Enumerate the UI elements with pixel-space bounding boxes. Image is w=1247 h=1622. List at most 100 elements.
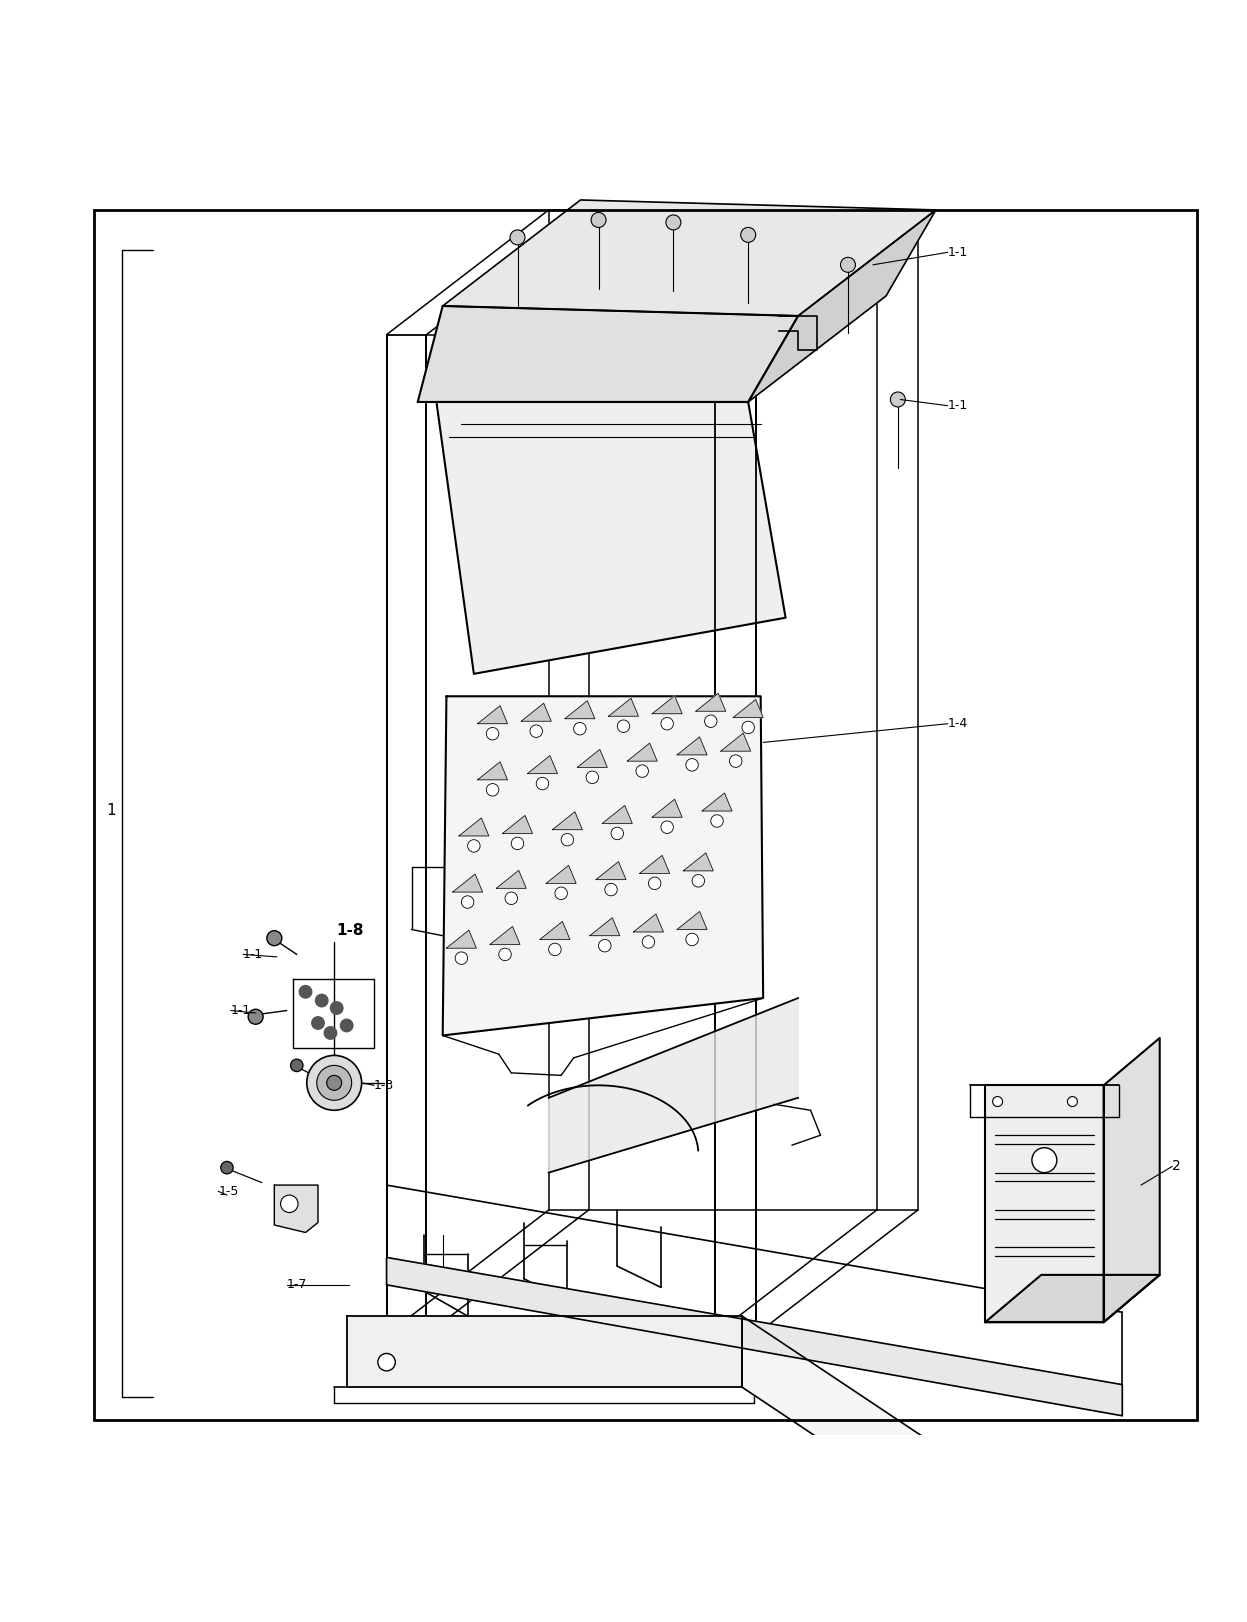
Polygon shape xyxy=(453,874,483,892)
Circle shape xyxy=(729,754,742,767)
Polygon shape xyxy=(633,915,663,933)
Polygon shape xyxy=(748,209,935,402)
Polygon shape xyxy=(696,693,726,710)
Circle shape xyxy=(840,258,855,272)
Circle shape xyxy=(530,725,542,738)
Text: 1-1: 1-1 xyxy=(243,947,263,960)
Polygon shape xyxy=(552,811,582,830)
Polygon shape xyxy=(496,871,526,889)
Circle shape xyxy=(555,887,567,900)
Circle shape xyxy=(505,892,518,905)
Circle shape xyxy=(267,931,282,946)
Polygon shape xyxy=(609,699,638,717)
Polygon shape xyxy=(549,998,798,1173)
Circle shape xyxy=(661,821,673,834)
Polygon shape xyxy=(985,1085,1104,1322)
Circle shape xyxy=(340,1019,353,1032)
Circle shape xyxy=(468,840,480,852)
Polygon shape xyxy=(652,800,682,817)
Text: 1-1: 1-1 xyxy=(948,399,968,412)
Circle shape xyxy=(1067,1096,1077,1106)
Circle shape xyxy=(455,952,468,965)
Bar xyxy=(94,209,1197,1419)
Circle shape xyxy=(291,1059,303,1072)
Circle shape xyxy=(591,212,606,227)
Polygon shape xyxy=(742,1315,1116,1622)
Polygon shape xyxy=(540,921,570,939)
Polygon shape xyxy=(274,1186,318,1233)
Polygon shape xyxy=(590,918,620,936)
Circle shape xyxy=(536,777,549,790)
Circle shape xyxy=(617,720,630,733)
Circle shape xyxy=(561,834,574,847)
Circle shape xyxy=(586,770,599,783)
Polygon shape xyxy=(503,816,532,834)
Circle shape xyxy=(486,783,499,796)
Polygon shape xyxy=(652,696,682,714)
Text: 1-3: 1-3 xyxy=(374,1079,394,1092)
Polygon shape xyxy=(521,704,551,722)
Polygon shape xyxy=(733,699,763,717)
Polygon shape xyxy=(677,736,707,754)
Circle shape xyxy=(511,837,524,850)
Circle shape xyxy=(221,1161,233,1174)
Polygon shape xyxy=(1104,1038,1160,1322)
Circle shape xyxy=(378,1353,395,1371)
Circle shape xyxy=(642,936,655,949)
Polygon shape xyxy=(602,806,632,824)
Circle shape xyxy=(711,814,723,827)
Circle shape xyxy=(661,717,673,730)
Polygon shape xyxy=(443,696,763,1035)
Polygon shape xyxy=(627,743,657,761)
Polygon shape xyxy=(387,334,426,1335)
Circle shape xyxy=(705,715,717,727)
Circle shape xyxy=(315,994,328,1007)
Circle shape xyxy=(611,827,624,840)
Circle shape xyxy=(692,874,705,887)
Circle shape xyxy=(599,939,611,952)
Polygon shape xyxy=(478,706,508,723)
Polygon shape xyxy=(443,200,935,316)
Circle shape xyxy=(327,1075,342,1090)
Polygon shape xyxy=(640,855,670,873)
Circle shape xyxy=(686,759,698,770)
Circle shape xyxy=(574,722,586,735)
Circle shape xyxy=(636,766,648,777)
Text: 1-7: 1-7 xyxy=(287,1278,307,1291)
Polygon shape xyxy=(459,817,489,835)
Circle shape xyxy=(312,1017,324,1030)
Circle shape xyxy=(330,1002,343,1014)
Polygon shape xyxy=(565,701,595,719)
Circle shape xyxy=(1031,1148,1056,1173)
Circle shape xyxy=(605,884,617,895)
Text: 1-8: 1-8 xyxy=(337,923,364,938)
Circle shape xyxy=(666,216,681,230)
Polygon shape xyxy=(347,1315,742,1387)
Circle shape xyxy=(648,878,661,889)
Circle shape xyxy=(741,227,756,242)
Polygon shape xyxy=(527,756,557,774)
Text: 1-4: 1-4 xyxy=(948,717,968,730)
Polygon shape xyxy=(715,334,756,1335)
Text: 1-5: 1-5 xyxy=(218,1184,238,1197)
Circle shape xyxy=(486,727,499,740)
Circle shape xyxy=(248,1009,263,1023)
Polygon shape xyxy=(683,853,713,871)
Polygon shape xyxy=(596,861,626,879)
Circle shape xyxy=(281,1195,298,1213)
Polygon shape xyxy=(985,1275,1160,1322)
Polygon shape xyxy=(677,912,707,929)
Polygon shape xyxy=(446,929,476,949)
Polygon shape xyxy=(490,926,520,944)
Circle shape xyxy=(461,895,474,908)
Polygon shape xyxy=(387,1257,1122,1416)
Circle shape xyxy=(549,942,561,955)
Polygon shape xyxy=(478,762,508,780)
Circle shape xyxy=(510,230,525,245)
Polygon shape xyxy=(546,866,576,884)
Circle shape xyxy=(324,1027,337,1040)
Circle shape xyxy=(499,949,511,960)
Polygon shape xyxy=(436,402,786,673)
Circle shape xyxy=(890,393,905,407)
Circle shape xyxy=(307,1056,362,1111)
